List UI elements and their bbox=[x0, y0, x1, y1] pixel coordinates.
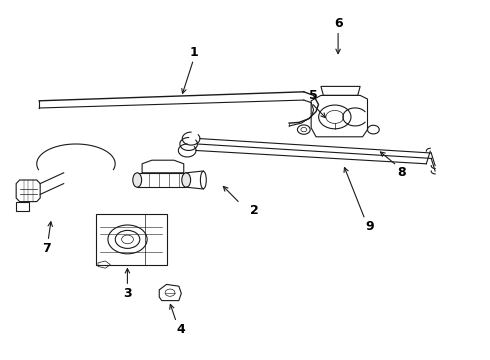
Ellipse shape bbox=[133, 173, 142, 187]
Bar bbox=[137, 173, 186, 187]
Text: 3: 3 bbox=[123, 287, 132, 300]
Text: 7: 7 bbox=[42, 242, 51, 255]
Text: 8: 8 bbox=[397, 166, 406, 179]
Text: 9: 9 bbox=[366, 220, 374, 233]
Ellipse shape bbox=[182, 173, 191, 187]
Text: 2: 2 bbox=[250, 204, 259, 217]
Text: 5: 5 bbox=[309, 89, 318, 102]
Text: 6: 6 bbox=[334, 17, 343, 30]
Text: 1: 1 bbox=[189, 46, 198, 59]
Text: 4: 4 bbox=[177, 323, 186, 336]
